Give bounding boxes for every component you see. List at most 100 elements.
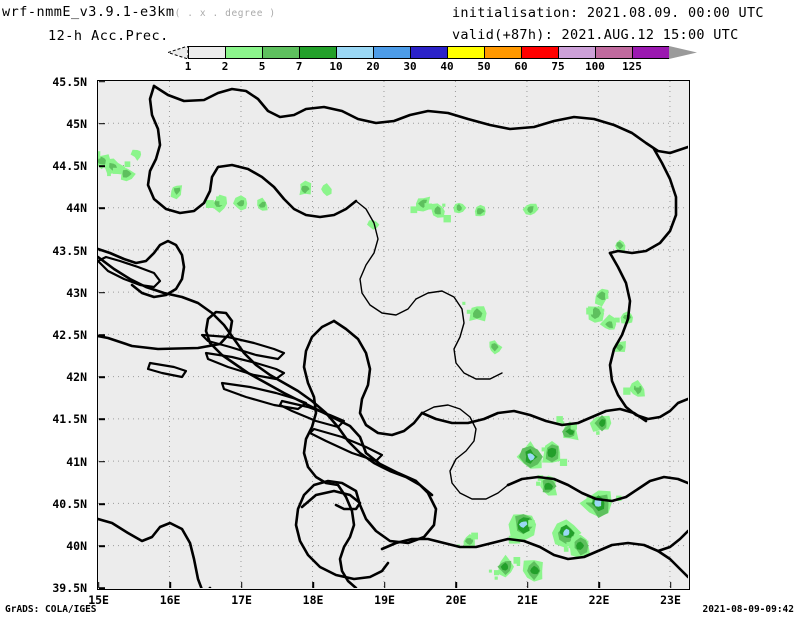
coastline-dalmatia-2 — [98, 255, 434, 497]
y-axis-label-42N: 42N — [66, 370, 87, 385]
x-axis-label-22E: 22E — [588, 593, 610, 607]
x-axis-tick — [598, 582, 600, 589]
x-axis-tick — [240, 582, 243, 589]
border-croatia-bosnia — [146, 84, 358, 219]
border-bosnia-serbia — [355, 200, 417, 316]
colorbar-label-7: 7 — [295, 60, 303, 73]
colorbar-label-75: 75 — [551, 60, 565, 73]
map-geography — [98, 84, 688, 588]
y-axis-tick — [98, 291, 105, 294]
coastline-greece-ne — [656, 529, 688, 553]
border-serbia-east — [506, 475, 688, 503]
variable-name: 12-h Acc.Prec. — [48, 28, 169, 44]
colorbar-swatch-11 — [595, 46, 632, 59]
x-axis-label-21E: 21E — [517, 593, 538, 607]
border-kosovo — [421, 404, 509, 500]
x-axis-tick — [97, 582, 100, 589]
y-axis-tick — [98, 123, 105, 125]
colorbar — [168, 46, 697, 59]
y-axis-tick — [98, 165, 105, 167]
colorbar-swatch-3 — [299, 46, 336, 59]
y-axis-label-41N: 41N — [66, 454, 87, 469]
model-name: wrf-nmmE_v3.9.1-e3km( . x . degree ) — [2, 4, 276, 20]
colorbar-label-40: 40 — [440, 60, 454, 73]
colorbar-label-10: 10 — [329, 60, 343, 73]
colorbar-label-5: 5 — [258, 60, 266, 73]
x-axis-label-15E: 15E — [88, 593, 109, 607]
y-axis-label-44N: 44N — [66, 201, 87, 216]
footer-credit: GrADS: COLA/IGES — [5, 604, 97, 615]
island-7 — [308, 427, 384, 463]
island-1 — [98, 255, 162, 289]
x-axis-label-17E: 17E — [231, 593, 252, 607]
model-resolution-text: ( . x . degree ) — [174, 8, 276, 19]
border-north — [152, 84, 688, 155]
x-axis-tick — [455, 582, 457, 589]
colorbar-swatch-8 — [484, 46, 521, 59]
border-serbia-west — [415, 290, 503, 380]
border-romania-bg — [608, 147, 678, 255]
border-montenegro — [332, 319, 424, 437]
y-axis-tick — [98, 334, 105, 336]
x-axis-tick — [383, 582, 386, 589]
coastline-italy-south — [98, 517, 212, 588]
precipitation-field — [98, 149, 645, 582]
y-axis-label-45.5N: 45.5N — [52, 74, 87, 89]
colorbar-label-125: 125 — [622, 60, 642, 73]
x-axis-tick — [669, 582, 672, 589]
island-4 — [146, 361, 188, 379]
map-canvas — [98, 81, 689, 589]
y-axis-tick — [98, 80, 105, 83]
colorbar-label-1: 1 — [184, 60, 192, 73]
y-axis-label-43N: 43N — [66, 285, 87, 300]
x-axis-tick — [169, 582, 171, 589]
map-plot-area[interactable] — [97, 80, 690, 590]
colorbar-label-50: 50 — [477, 60, 491, 73]
coastline-italy-gargano — [300, 489, 362, 511]
border-montenegro-coast — [302, 319, 340, 487]
border-bulgaria — [608, 251, 688, 421]
colorbar-left-cap — [168, 46, 188, 59]
model-name-text: wrf-nmmE_v3.9.1-e3km — [2, 4, 175, 20]
x-axis-tick — [312, 582, 314, 589]
y-axis-tick — [98, 418, 105, 421]
colorbar-swatch-10 — [558, 46, 595, 59]
colorbar-swatch-4 — [336, 46, 373, 59]
x-axis-label-20E: 20E — [445, 593, 467, 607]
border-greece — [380, 537, 688, 579]
x-axis-tick — [526, 582, 529, 589]
y-axis-tick — [98, 503, 105, 505]
colorbar-swatch-2 — [262, 46, 299, 59]
y-axis-tick — [98, 249, 105, 252]
initialisation-time: initialisation: 2021.08.09. 00:00 UTC — [452, 5, 764, 21]
y-axis-label-39.5N: 39.5N — [52, 581, 87, 596]
colorbar-label-20: 20 — [366, 60, 380, 73]
colorbar-label-30: 30 — [403, 60, 417, 73]
valid-time: valid(+87h): 2021.AUG.12 15:00 UTC — [452, 27, 739, 43]
island-3 — [204, 351, 286, 381]
header: wrf-nmmE_v3.9.1-e3km( . x . degree ) 12-… — [0, 0, 800, 72]
border-macedonia-north — [420, 407, 648, 427]
colorbar-label-60: 60 — [514, 60, 528, 73]
colorbar-swatch-0 — [188, 46, 225, 59]
y-axis-tick — [98, 460, 105, 463]
y-axis-tick — [98, 207, 105, 210]
colorbar-swatch-12 — [632, 46, 669, 59]
y-axis-tick — [98, 587, 105, 590]
x-axis-label-16E: 16E — [159, 593, 181, 607]
colorbar-swatch-1 — [225, 46, 262, 59]
colorbar-swatch-6 — [410, 46, 447, 59]
y-axis-tick — [98, 545, 105, 547]
footer-timestamp: 2021-08-09-09:42 — [702, 604, 794, 615]
y-axis-tick — [98, 376, 105, 379]
x-axis-label-18E: 18E — [302, 593, 324, 607]
y-axis-label-44.5N: 44.5N — [52, 159, 87, 174]
island-2 — [200, 333, 286, 361]
y-axis-label-43.5N: 43.5N — [52, 243, 87, 258]
colorbar-label-100: 100 — [585, 60, 605, 73]
border-albania — [336, 483, 358, 588]
coastline-dalmatia — [98, 239, 186, 299]
y-axis-label-41.5N: 41.5N — [52, 412, 87, 427]
colorbar-swatch-9 — [521, 46, 558, 59]
y-axis-label-45N: 45N — [66, 116, 87, 131]
